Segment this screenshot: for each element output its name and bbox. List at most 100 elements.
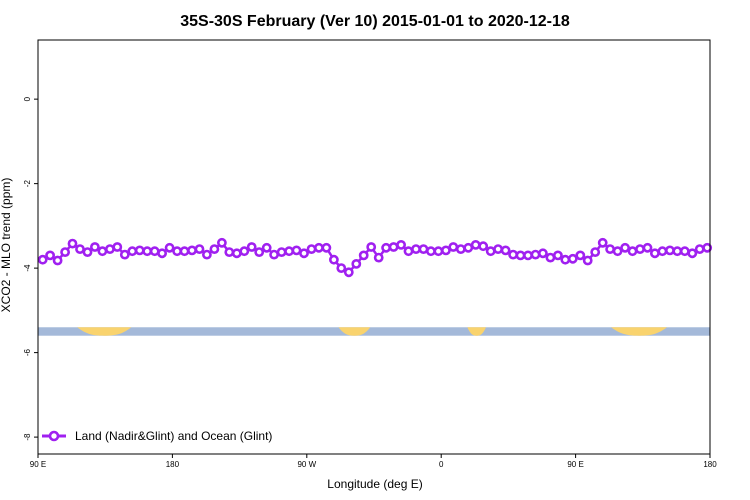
- data-point: [642, 242, 653, 253]
- data-point: [67, 238, 78, 249]
- data-point: [82, 247, 93, 257]
- land-segment: [338, 327, 371, 336]
- chart-title: 35S-30S February (Ver 10) 2015-01-01 to …: [180, 13, 570, 30]
- x-tick-label: 90 E: [567, 460, 583, 469]
- data-point: [343, 267, 354, 278]
- data-point: [358, 250, 369, 261]
- data-point: [90, 242, 100, 252]
- legend-label: Land (Nadir&Glint) and Ocean (Glint): [75, 429, 272, 443]
- data-point: [538, 248, 548, 259]
- x-tick-label: 180: [703, 460, 717, 469]
- data-point: [239, 246, 250, 257]
- land-segment: [467, 327, 486, 336]
- data-point: [127, 246, 138, 257]
- data-point: [179, 246, 190, 257]
- data-point: [440, 245, 451, 256]
- data-point: [261, 242, 272, 253]
- data-point: [470, 239, 481, 250]
- data-point: [560, 254, 571, 265]
- y-axis-label: XCO2 - MLO trend (ppm): [0, 178, 13, 313]
- data-point: [209, 244, 220, 254]
- data-point: [672, 246, 683, 257]
- data-point: [97, 246, 108, 257]
- data-point: [687, 248, 698, 259]
- land-segment: [611, 327, 668, 336]
- data-point: [313, 242, 324, 253]
- data-point: [545, 252, 556, 263]
- data-point: [52, 255, 63, 266]
- x-tick-label: 180: [166, 460, 180, 469]
- data-point: [254, 247, 265, 257]
- x-axis-ticks: 90 E 180 90 W 0 90 E 180: [30, 454, 717, 469]
- data-point: [612, 246, 623, 257]
- data-point: [523, 250, 533, 261]
- data-point: [336, 263, 347, 273]
- data-point: [194, 244, 205, 254]
- ocean-band: [38, 327, 710, 336]
- data-point: [627, 246, 638, 257]
- data-point: [306, 244, 317, 254]
- data-point: [119, 249, 130, 260]
- data-point: [201, 249, 212, 260]
- series-layer: [37, 237, 713, 278]
- data-point: [530, 249, 541, 260]
- data-point: [157, 248, 167, 259]
- data-point: [635, 244, 645, 254]
- y-tick-label: -4: [23, 264, 32, 272]
- x-tick-label: 0: [439, 460, 444, 469]
- x-tick-label: 90 E: [30, 460, 46, 469]
- data-point: [269, 249, 279, 260]
- data-point: [553, 250, 563, 261]
- data-point: [328, 254, 339, 265]
- surface-band: [38, 327, 710, 336]
- data-point: [231, 248, 242, 259]
- data-point: [291, 245, 302, 256]
- data-point: [425, 246, 436, 257]
- data-point: [373, 252, 384, 263]
- data-point: [665, 245, 675, 256]
- data-point: [493, 244, 503, 254]
- data-point: [396, 239, 406, 250]
- data-point: [657, 246, 668, 257]
- land-segment: [77, 327, 132, 336]
- y-tick-label: -2: [23, 180, 32, 188]
- data-point: [321, 242, 332, 253]
- y-axis-ticks: 0 -2 -4 -6 -8: [23, 96, 38, 441]
- y-tick-label: 0: [23, 96, 32, 101]
- data-point: [411, 244, 421, 254]
- data-point: [60, 247, 70, 257]
- plot-frame: [37, 39, 711, 455]
- data-point: [388, 242, 399, 252]
- data-point: [37, 254, 48, 265]
- data-point: [567, 253, 578, 264]
- data-point: [403, 246, 414, 257]
- data-point: [620, 242, 630, 253]
- data-point: [448, 242, 459, 252]
- data-point: [433, 246, 444, 257]
- data-point: [216, 237, 227, 248]
- data-point: [284, 246, 294, 257]
- legend-marker: [48, 430, 60, 442]
- data-point: [694, 244, 705, 254]
- data-point: [75, 244, 85, 254]
- data-point: [575, 250, 586, 261]
- data-point: [582, 255, 593, 266]
- data-point: [381, 242, 391, 253]
- data-point: [366, 242, 377, 252]
- data-point: [605, 244, 615, 254]
- data-point: [455, 244, 466, 254]
- data-point: [597, 237, 608, 248]
- data-point: [276, 247, 287, 257]
- x-tick-label: 90 W: [297, 460, 316, 469]
- data-point: [478, 241, 489, 252]
- data-point: [224, 247, 235, 257]
- data-point: [164, 242, 175, 253]
- data-point: [299, 248, 309, 259]
- data-point: [590, 247, 601, 257]
- data-point: [508, 249, 518, 260]
- legend: Land (Nadir&Glint) and Ocean (Glint): [42, 429, 272, 443]
- data-point: [45, 250, 55, 261]
- y-tick-label: -8: [23, 433, 32, 441]
- data-point: [702, 242, 713, 253]
- data-point: [500, 245, 511, 256]
